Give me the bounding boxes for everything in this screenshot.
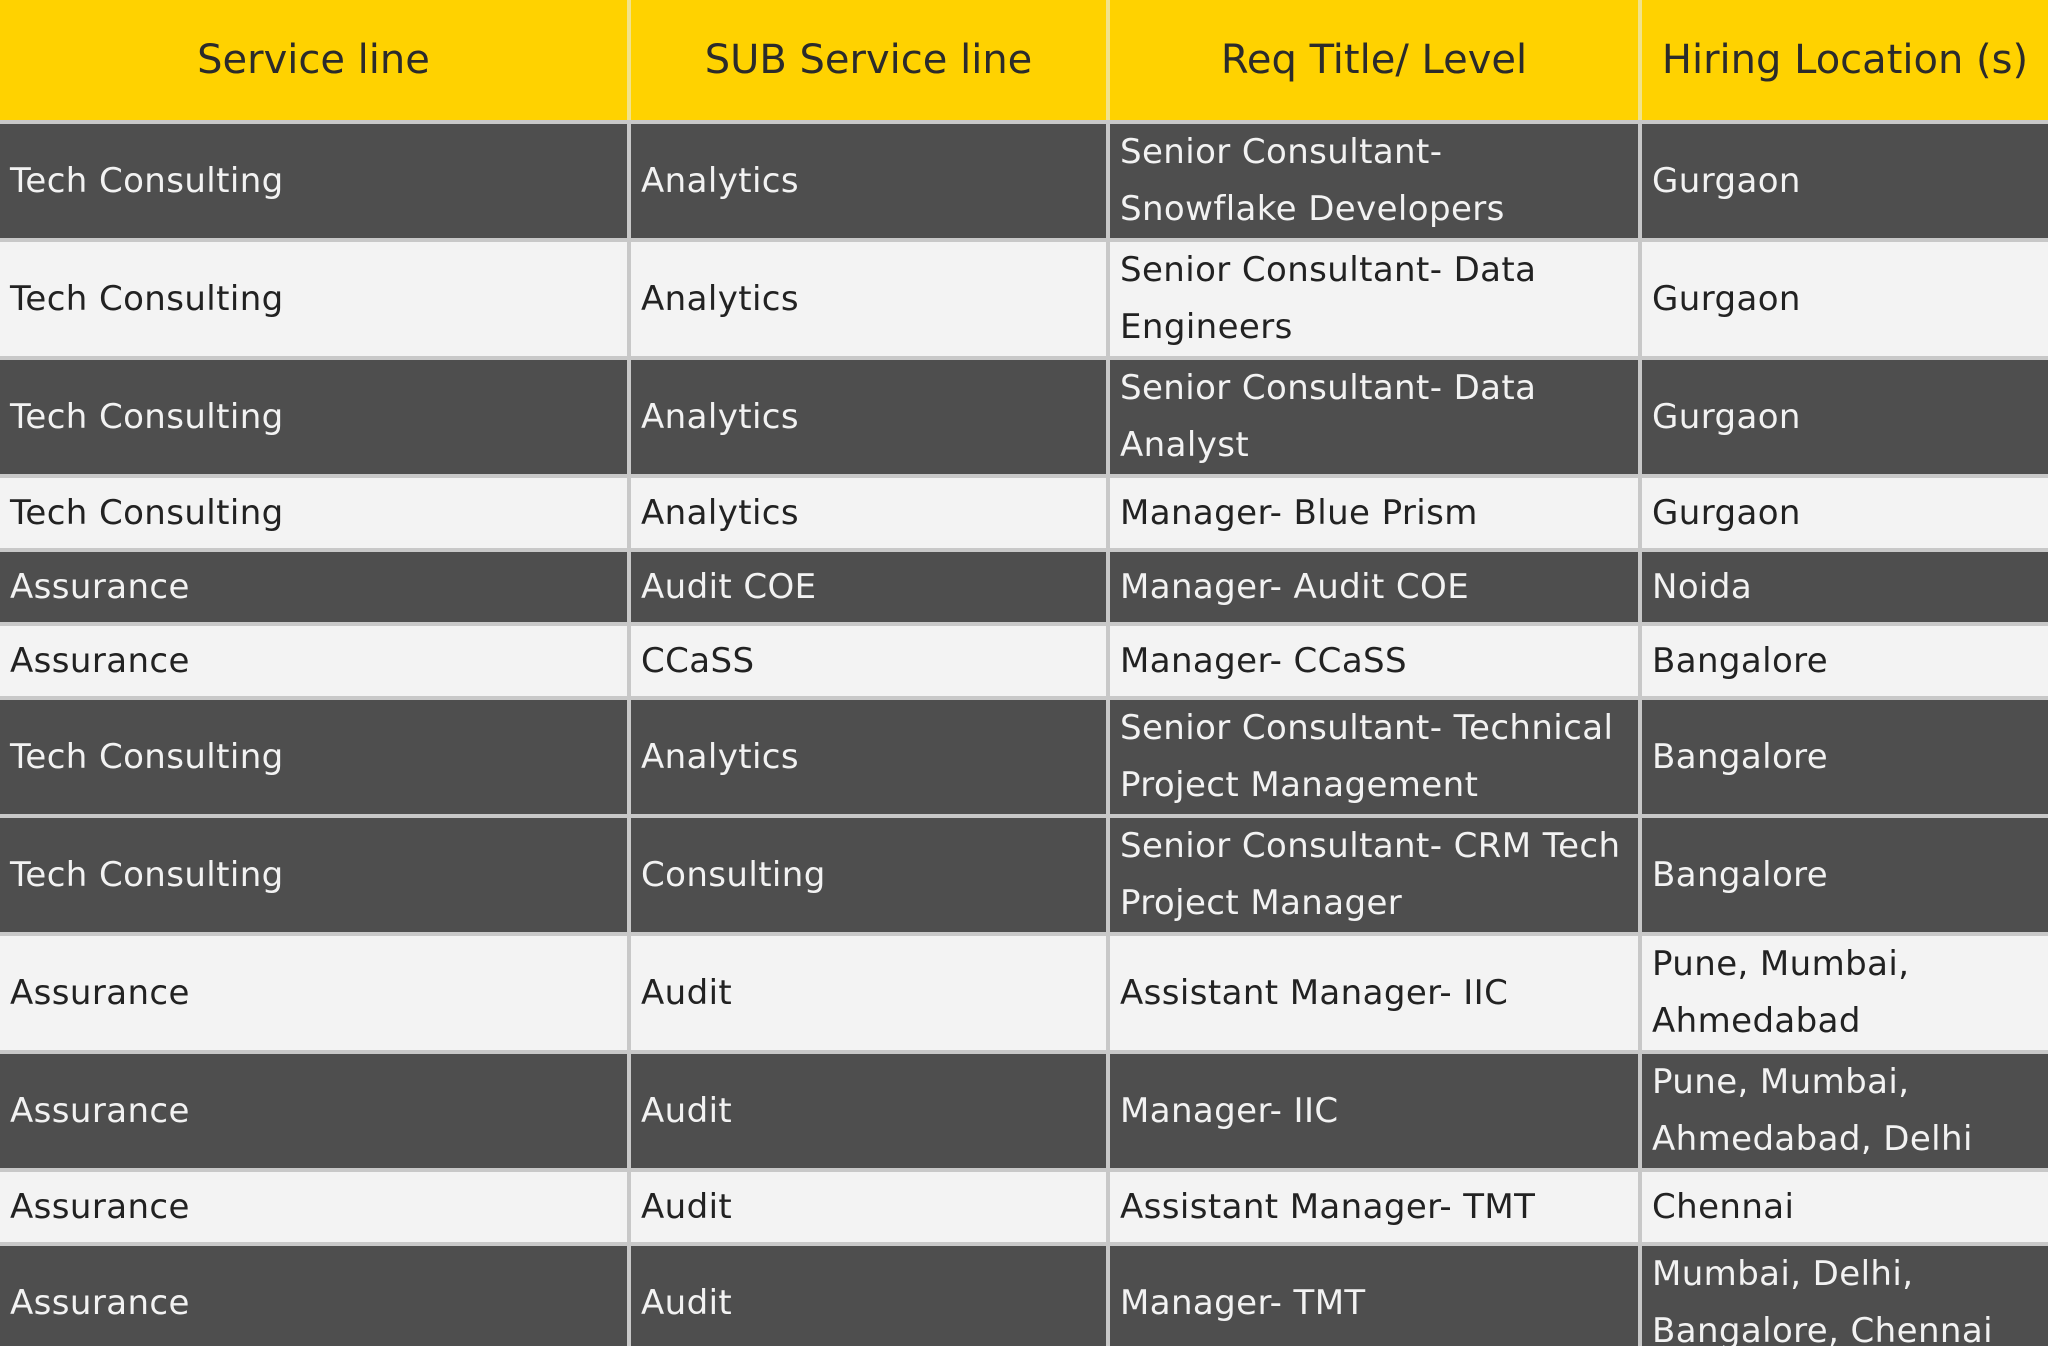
cell-hiring-location: Gurgaon xyxy=(1640,476,2048,552)
cell-hiring-location: Mumbai, Delhi, Bangalore, Chennai xyxy=(1640,1244,2048,1346)
cell-req-title: Senior Consultant- Data Analyst xyxy=(1108,358,1642,478)
cell-sub-service-line: Audit COE xyxy=(629,550,1110,626)
cell-req-title: Assistant Manager- IIC xyxy=(1108,934,1642,1054)
table-row: Tech Consulting Analytics Senior Consult… xyxy=(0,358,2048,478)
cell-service-line: Tech Consulting xyxy=(0,240,631,360)
cell-sub-service-line: CCaSS xyxy=(629,624,1110,700)
header-service-line: Service line xyxy=(0,0,631,124)
cell-service-line: Tech Consulting xyxy=(0,122,631,242)
cell-sub-service-line: Audit xyxy=(629,1170,1110,1246)
table-row: Tech Consulting Analytics Manager- Blue … xyxy=(0,476,2048,552)
header-row: Service line SUB Service line Req Title/… xyxy=(0,0,2048,124)
cell-service-line: Assurance xyxy=(0,550,631,626)
cell-sub-service-line: Analytics xyxy=(629,698,1110,818)
cell-hiring-location: Bangalore xyxy=(1640,624,2048,700)
cell-hiring-location: Chennai xyxy=(1640,1170,2048,1246)
cell-hiring-location: Pune, Mumbai, Ahmedabad, Delhi xyxy=(1640,1052,2048,1172)
cell-hiring-location: Bangalore xyxy=(1640,698,2048,818)
cell-req-title: Manager- Blue Prism xyxy=(1108,476,1642,552)
cell-sub-service-line: Audit xyxy=(629,1052,1110,1172)
cell-req-title: Manager- Audit COE xyxy=(1108,550,1642,626)
cell-service-line: Tech Consulting xyxy=(0,476,631,552)
cell-sub-service-line: Audit xyxy=(629,1244,1110,1346)
table-row: Tech Consulting Analytics Senior Consult… xyxy=(0,698,2048,818)
cell-hiring-location: Gurgaon xyxy=(1640,122,2048,242)
cell-service-line: Tech Consulting xyxy=(0,816,631,936)
cell-req-title: Senior Consultant- CRM Tech Project Mana… xyxy=(1108,816,1642,936)
header-sub-service-line: SUB Service line xyxy=(629,0,1110,124)
cell-hiring-location: Pune, Mumbai, Ahmedabad xyxy=(1640,934,2048,1054)
table-row: Assurance Audit COE Manager- Audit COE N… xyxy=(0,550,2048,626)
cell-hiring-location: Bangalore xyxy=(1640,816,2048,936)
cell-sub-service-line: Audit xyxy=(629,934,1110,1054)
table-row: Assurance Audit Assistant Manager- IIC P… xyxy=(0,934,2048,1054)
cell-hiring-location: Noida xyxy=(1640,550,2048,626)
cell-sub-service-line: Analytics xyxy=(629,476,1110,552)
table-row: Tech Consulting Analytics Senior Consult… xyxy=(0,240,2048,360)
cell-hiring-location: Gurgaon xyxy=(1640,240,2048,360)
cell-service-line: Tech Consulting xyxy=(0,698,631,818)
table-row: Assurance Audit Manager- TMT Mumbai, Del… xyxy=(0,1244,2048,1346)
cell-req-title: Senior Consultant- Technical Project Man… xyxy=(1108,698,1642,818)
cell-req-title: Manager- CCaSS xyxy=(1108,624,1642,700)
cell-service-line: Assurance xyxy=(0,1244,631,1346)
cell-sub-service-line: Analytics xyxy=(629,240,1110,360)
cell-req-title: Manager- IIC xyxy=(1108,1052,1642,1172)
cell-hiring-location: Gurgaon xyxy=(1640,358,2048,478)
cell-service-line: Assurance xyxy=(0,1170,631,1246)
cell-sub-service-line: Analytics xyxy=(629,122,1110,242)
cell-sub-service-line: Consulting xyxy=(629,816,1110,936)
table-row: Assurance CCaSS Manager- CCaSS Bangalore xyxy=(0,624,2048,700)
table-row: Assurance Audit Manager- IIC Pune, Mumba… xyxy=(0,1052,2048,1172)
cell-service-line: Assurance xyxy=(0,1052,631,1172)
cell-service-line: Tech Consulting xyxy=(0,358,631,478)
cell-req-title: Senior Consultant- Data Engineers xyxy=(1108,240,1642,360)
header-hiring-location: Hiring Location (s) xyxy=(1640,0,2048,124)
table-row: Tech Consulting Analytics Senior Consult… xyxy=(0,122,2048,242)
table-row: Assurance Audit Assistant Manager- TMT C… xyxy=(0,1170,2048,1246)
cell-sub-service-line: Analytics xyxy=(629,358,1110,478)
cell-req-title: Senior Consultant- Snowflake Developers xyxy=(1108,122,1642,242)
cell-service-line: Assurance xyxy=(0,624,631,700)
cell-req-title: Assistant Manager- TMT xyxy=(1108,1170,1642,1246)
header-req-title-level: Req Title/ Level xyxy=(1108,0,1642,124)
cell-req-title: Manager- TMT xyxy=(1108,1244,1642,1346)
cell-service-line: Assurance xyxy=(0,934,631,1054)
table-row: Tech Consulting Consulting Senior Consul… xyxy=(0,816,2048,936)
